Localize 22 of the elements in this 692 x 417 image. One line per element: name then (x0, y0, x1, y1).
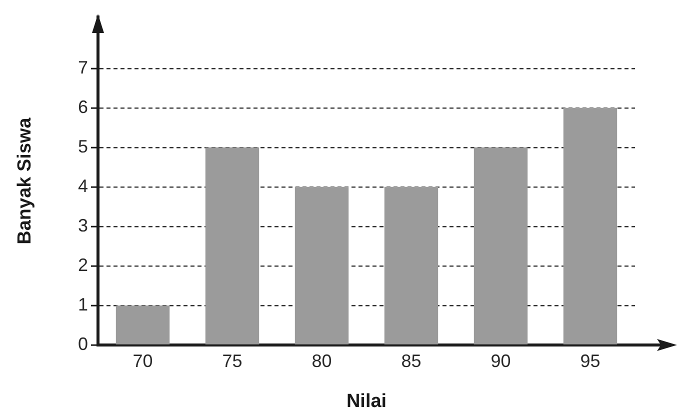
bar (563, 108, 618, 344)
y-tick-label: 5 (78, 136, 88, 156)
y-tick-label: 7 (78, 57, 88, 78)
y-tick-label: 3 (78, 215, 88, 236)
bar (294, 186, 349, 344)
bar (474, 147, 528, 344)
x-tick-label: 80 (312, 350, 332, 371)
y-tick-label: 0 (78, 334, 88, 354)
bar (116, 305, 170, 344)
x-tick-label: 75 (222, 350, 242, 371)
x-tick-label: 95 (580, 350, 600, 371)
x-tick-label: 90 (490, 350, 511, 371)
bar (205, 147, 260, 344)
y-tick-label: 2 (78, 254, 88, 275)
y-tick-label: 4 (78, 176, 88, 196)
x-axis-title: Nilai (346, 390, 387, 412)
y-axis-title: Banyak Siswa (14, 117, 36, 244)
y-tick-label: 1 (78, 294, 88, 314)
x-tick-label: 85 (401, 350, 422, 371)
y-tick-label: 6 (78, 96, 88, 117)
x-tick-label: 70 (132, 350, 153, 371)
bar (384, 186, 438, 344)
